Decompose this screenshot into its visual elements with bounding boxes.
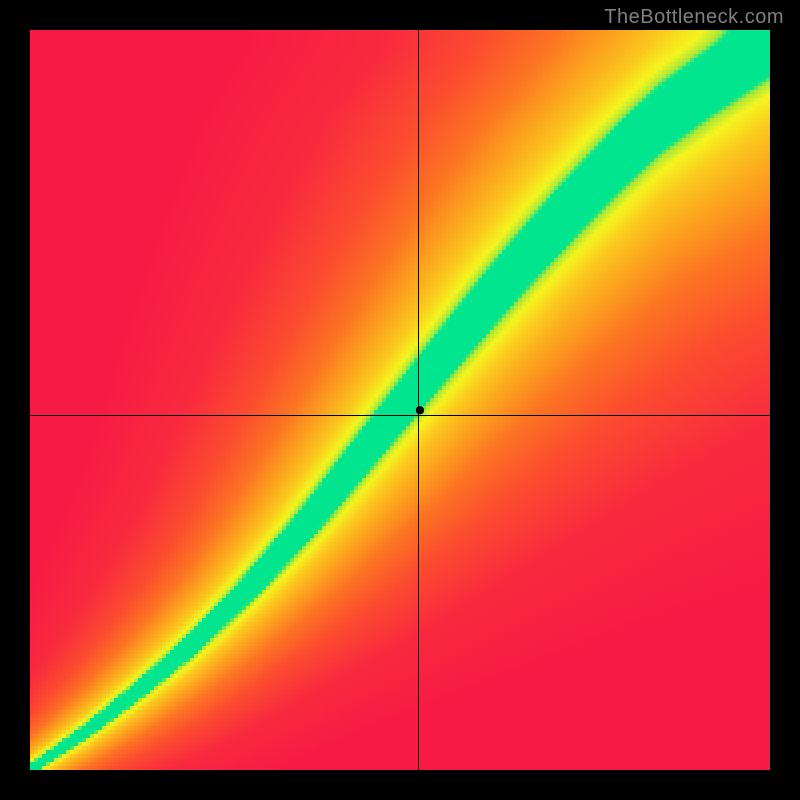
watermark-text: TheBottleneck.com xyxy=(604,6,784,29)
heatmap-canvas xyxy=(0,0,800,800)
chart-container: TheBottleneck.com xyxy=(0,0,800,800)
